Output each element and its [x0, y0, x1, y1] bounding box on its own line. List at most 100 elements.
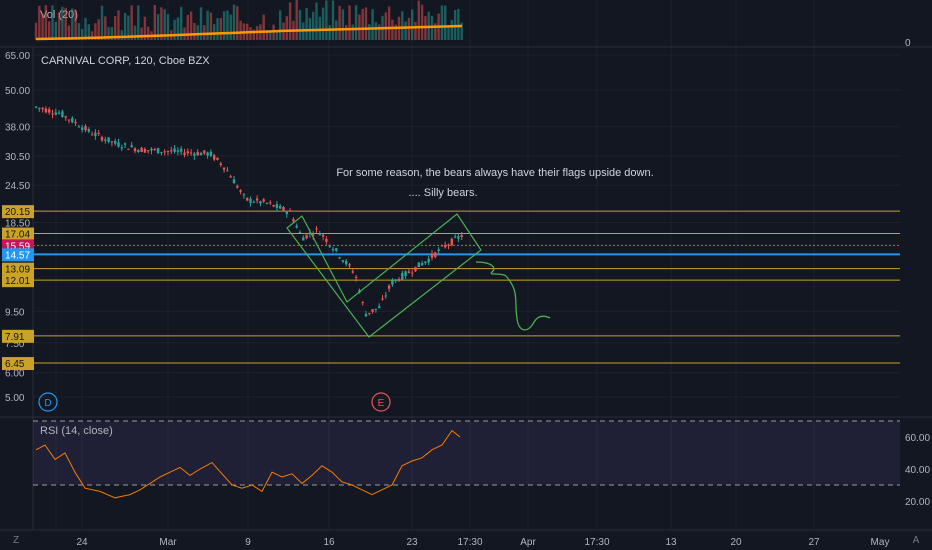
volume-bar	[156, 14, 160, 40]
volume-bar	[143, 16, 147, 40]
volume-bar	[48, 21, 51, 40]
candle-body	[430, 253, 434, 258]
time-tick-label: 17:30	[584, 537, 609, 548]
candle-body	[338, 257, 341, 259]
candle-body	[140, 147, 143, 153]
price-tick-label: 7.50	[5, 339, 25, 350]
candle-body	[216, 157, 219, 160]
candle-body	[424, 261, 427, 264]
candle-body	[186, 151, 189, 154]
candle-body	[48, 109, 51, 113]
candle-body	[110, 141, 114, 143]
candle-body	[345, 260, 348, 265]
candle-body	[407, 271, 411, 273]
candle-body	[246, 197, 249, 201]
volume-bar	[176, 17, 180, 40]
level-badge-label: 13.09	[5, 265, 30, 276]
candle-body	[269, 202, 272, 204]
candle-body	[387, 285, 391, 289]
level-badge	[2, 248, 34, 262]
candle-body	[123, 143, 127, 145]
volume-bar	[384, 12, 387, 40]
candle-body	[259, 201, 262, 204]
volume-bar	[173, 19, 176, 40]
volume-bar	[312, 11, 315, 40]
time-tick-label: 27	[808, 537, 820, 548]
candle-body	[401, 273, 404, 280]
volume-bar	[236, 6, 239, 41]
candle-body	[397, 278, 401, 281]
candle-body	[34, 106, 38, 108]
volume-bar	[417, 0, 420, 41]
volume-bar	[341, 9, 345, 40]
candle-body	[288, 210, 292, 212]
candle-body	[331, 248, 335, 251]
volume-bar	[104, 16, 107, 40]
corner-label-left: Z	[13, 535, 19, 546]
volume-bar	[239, 20, 242, 40]
price-axis: 65.00 50.00 38.00 30.50 24.50 18.50 9.50 7.50 6.…	[2, 51, 34, 404]
volume-bar	[295, 0, 298, 41]
symbol-title: CARNIVAL CORP, 120, Cboe BZX	[41, 55, 210, 67]
volume-bar	[64, 7, 67, 40]
candle-body	[180, 148, 183, 152]
time-tick-label: 17:30	[457, 537, 482, 548]
volume-bar	[404, 21, 407, 40]
candle-body	[107, 137, 110, 142]
event-marker-e[interactable]: E	[371, 392, 391, 412]
candle-body	[130, 145, 133, 148]
volume-bar	[321, 7, 325, 41]
volume-bar	[160, 7, 163, 40]
level-badge-label: 12.01	[5, 276, 30, 287]
candle-body	[219, 163, 222, 166]
candle-body	[279, 205, 282, 209]
candle-body	[199, 152, 203, 156]
price-tick-label: 65.00	[5, 51, 30, 62]
volume-bar	[407, 17, 411, 40]
volume-bar	[44, 5, 48, 41]
volume-bar	[447, 25, 450, 40]
volume-bar	[219, 18, 222, 40]
level-badge-label: 6.45	[5, 359, 25, 370]
candle-body	[252, 201, 255, 203]
annotation-line-1: For some reason, the bears always have t…	[336, 167, 653, 179]
volume-bar	[325, 0, 328, 40]
volume-bar	[163, 9, 166, 40]
volume-axis-label: 0	[905, 38, 911, 49]
time-tick-label: 13	[665, 537, 677, 548]
bear-flag-drawing	[286, 213, 551, 338]
volume-bar	[213, 24, 216, 40]
volume-bar	[229, 14, 232, 41]
candle-body	[321, 234, 325, 237]
volume-bar	[193, 22, 196, 40]
volume-bar	[315, 2, 318, 40]
volume-bar	[127, 15, 130, 41]
candle-body	[371, 309, 374, 312]
volume-bar	[361, 8, 364, 40]
candle-body	[206, 152, 209, 156]
candle-body	[315, 228, 318, 230]
time-tick-label: 20	[730, 537, 742, 548]
candle-body	[394, 279, 397, 282]
candle-body	[440, 245, 444, 247]
volume-bar	[298, 10, 302, 40]
volume-bar	[186, 14, 189, 40]
candle-body	[312, 234, 315, 236]
event-marker-d[interactable]: D	[38, 392, 58, 412]
candle-body	[173, 148, 176, 152]
rsi-axis: 60.00 40.00 20.00	[905, 433, 930, 508]
time-tick-label: 9	[245, 537, 251, 548]
price-tick-label: 24.50	[5, 181, 30, 192]
volume-bar	[328, 25, 331, 40]
candle-body	[325, 238, 328, 242]
candle-body	[150, 148, 153, 151]
candle-body	[84, 125, 87, 131]
candle-body	[275, 204, 279, 208]
volume-bar	[180, 6, 183, 41]
candle-body	[160, 152, 163, 154]
volume-bar	[137, 5, 140, 40]
volume-bar	[440, 5, 444, 40]
candle-body	[54, 112, 57, 115]
candle-body	[196, 151, 199, 156]
